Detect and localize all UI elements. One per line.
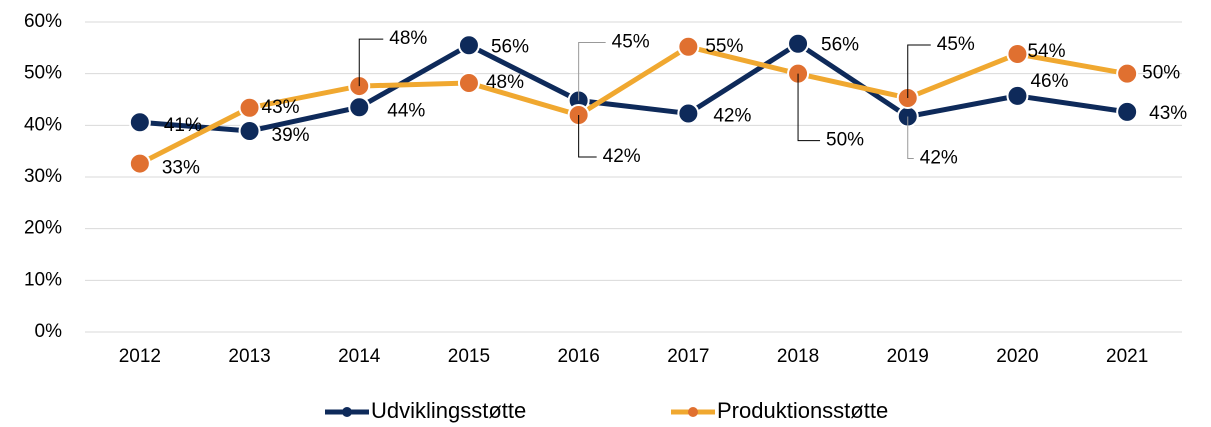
data-label: 41%	[164, 115, 202, 136]
data-label: 44%	[387, 100, 425, 121]
y-tick-label: 20%	[24, 218, 62, 239]
legend-label: Produktionsstøtte	[717, 398, 888, 423]
marker	[677, 102, 700, 125]
x-tick-label: 2018	[777, 346, 819, 367]
y-tick-label: 40%	[24, 114, 62, 135]
x-tick-label: 2015	[448, 346, 490, 367]
marker	[457, 71, 480, 94]
y-tick-label: 10%	[24, 269, 62, 290]
data-label: 45%	[937, 34, 975, 55]
leader-line	[578, 115, 597, 158]
x-tick-label: 2016	[558, 346, 600, 367]
data-label: 39%	[272, 125, 310, 146]
marker	[1006, 84, 1029, 107]
data-label: 48%	[486, 72, 524, 93]
marker	[457, 34, 480, 57]
x-tick-label: 2014	[338, 346, 381, 367]
data-label: 43%	[1149, 103, 1187, 124]
x-tick-label: 2020	[996, 346, 1038, 367]
data-label: 43%	[262, 97, 300, 118]
data-label: 33%	[162, 158, 200, 179]
data-label: 45%	[612, 32, 650, 53]
data-label: 42%	[603, 146, 641, 167]
legend-label: Udviklingsstøtte	[371, 398, 526, 423]
data-label: 50%	[826, 130, 864, 151]
marker	[1006, 43, 1029, 66]
marker	[128, 152, 151, 175]
marker	[238, 120, 261, 143]
legend-marker	[342, 407, 352, 417]
data-label: 56%	[821, 35, 859, 56]
data-label: 48%	[389, 28, 427, 49]
series-line	[139, 40, 1128, 134]
data-label: 56%	[491, 36, 529, 57]
y-tick-label: 0%	[35, 321, 63, 342]
x-tick-label: 2013	[228, 346, 270, 367]
leader-line	[797, 73, 821, 142]
leader-line	[578, 42, 606, 101]
marker	[677, 35, 700, 58]
y-tick-label: 50%	[24, 63, 62, 84]
marker	[128, 111, 151, 134]
series-line	[138, 44, 1128, 166]
data-label: 50%	[1142, 63, 1180, 84]
leader-line	[907, 44, 931, 98]
marker	[1116, 100, 1139, 123]
data-label: 55%	[705, 36, 743, 57]
y-tick-label: 60%	[24, 11, 62, 32]
data-label: 42%	[920, 148, 958, 169]
x-tick-label: 2012	[119, 346, 161, 367]
data-label: 42%	[713, 105, 751, 126]
marker	[238, 96, 261, 119]
leader-line	[358, 38, 384, 87]
leader-line	[907, 116, 914, 160]
marker	[787, 32, 810, 55]
x-tick-label: 2019	[887, 346, 929, 367]
legend-marker	[688, 407, 698, 417]
data-label: 46%	[1030, 71, 1068, 92]
marker	[348, 96, 371, 119]
x-tick-label: 2017	[667, 346, 709, 367]
y-tick-label: 30%	[24, 166, 62, 187]
x-tick-label: 2021	[1106, 346, 1148, 367]
data-label: 54%	[1027, 41, 1065, 62]
marker	[1116, 62, 1139, 85]
